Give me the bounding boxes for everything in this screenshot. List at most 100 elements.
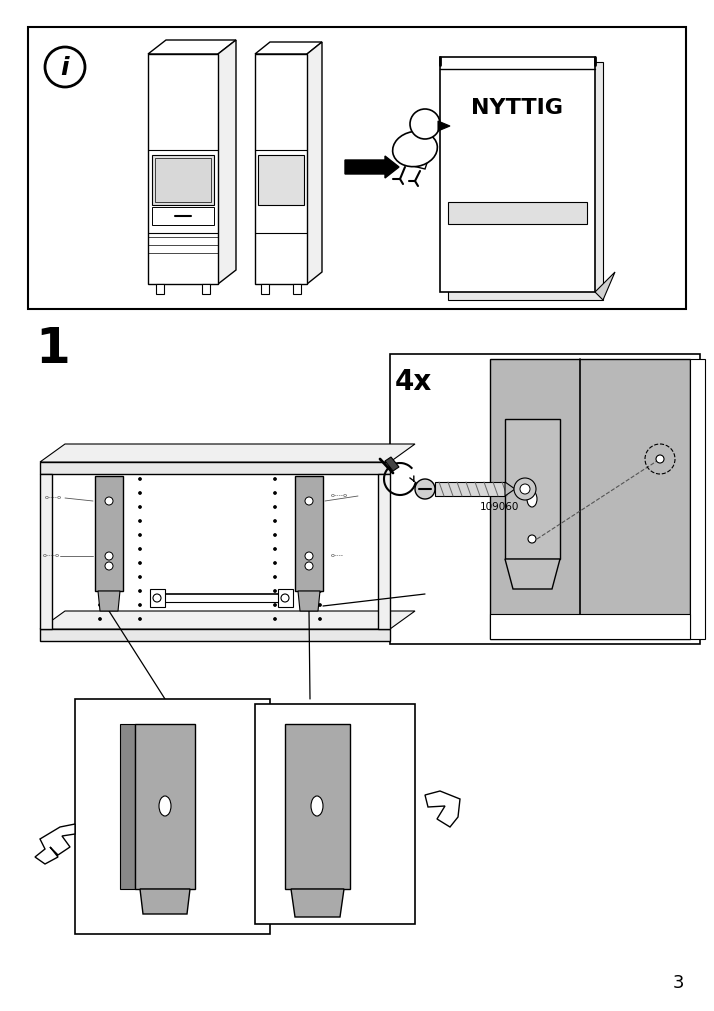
Circle shape <box>99 548 101 551</box>
Bar <box>40 630 390 641</box>
Bar <box>490 615 690 639</box>
Bar <box>202 285 210 295</box>
Circle shape <box>139 562 141 565</box>
Circle shape <box>105 562 113 570</box>
Polygon shape <box>505 559 560 589</box>
Circle shape <box>139 506 141 509</box>
Polygon shape <box>148 41 236 55</box>
Text: o----o: o----o <box>331 492 348 497</box>
Circle shape <box>305 552 313 560</box>
Circle shape <box>318 562 321 565</box>
Bar <box>155 159 211 203</box>
Bar <box>258 156 304 206</box>
Circle shape <box>318 506 321 509</box>
Polygon shape <box>298 591 320 612</box>
Circle shape <box>105 552 113 560</box>
Polygon shape <box>307 42 322 285</box>
Circle shape <box>99 520 101 523</box>
Bar <box>135 724 195 889</box>
Circle shape <box>139 492 141 495</box>
Bar <box>120 724 135 889</box>
Circle shape <box>318 520 321 523</box>
Polygon shape <box>255 42 322 55</box>
Circle shape <box>99 604 101 607</box>
Circle shape <box>318 548 321 551</box>
Circle shape <box>273 534 276 537</box>
Circle shape <box>139 604 141 607</box>
Text: i: i <box>61 56 69 80</box>
Circle shape <box>318 604 321 607</box>
Circle shape <box>99 576 101 579</box>
Polygon shape <box>40 612 415 630</box>
Polygon shape <box>595 273 615 300</box>
Circle shape <box>415 479 435 499</box>
Circle shape <box>273 576 276 579</box>
Text: o----: o---- <box>331 552 344 557</box>
Circle shape <box>139 589 141 592</box>
Bar <box>285 724 350 889</box>
Circle shape <box>99 618 101 621</box>
Circle shape <box>99 492 101 495</box>
Bar <box>690 360 705 639</box>
Bar <box>255 705 415 924</box>
Bar <box>293 285 301 295</box>
Circle shape <box>99 506 101 509</box>
Polygon shape <box>438 122 450 131</box>
Ellipse shape <box>527 491 537 508</box>
Bar <box>490 360 690 639</box>
Bar <box>150 589 165 608</box>
Circle shape <box>273 589 276 592</box>
Bar <box>448 203 587 224</box>
Circle shape <box>273 604 276 607</box>
Bar <box>152 156 214 206</box>
Polygon shape <box>448 63 603 300</box>
Circle shape <box>273 548 276 551</box>
Ellipse shape <box>393 132 438 168</box>
Text: NYTTIG: NYTTIG <box>471 98 563 118</box>
Bar <box>390 355 700 644</box>
Bar <box>255 55 307 285</box>
Circle shape <box>99 589 101 592</box>
Polygon shape <box>425 792 460 827</box>
Polygon shape <box>35 824 75 864</box>
Polygon shape <box>291 889 344 917</box>
Circle shape <box>45 48 85 88</box>
Circle shape <box>318 618 321 621</box>
Ellipse shape <box>311 797 323 816</box>
Bar <box>278 589 293 608</box>
Circle shape <box>514 478 536 500</box>
Circle shape <box>305 497 313 506</box>
Bar <box>378 474 390 630</box>
Bar <box>40 474 52 630</box>
Bar <box>40 463 390 474</box>
Circle shape <box>99 534 101 537</box>
Circle shape <box>273 562 276 565</box>
Circle shape <box>99 478 101 481</box>
Bar <box>75 700 270 934</box>
Polygon shape <box>385 458 399 471</box>
Bar <box>295 476 323 591</box>
Bar <box>261 285 269 295</box>
Circle shape <box>656 456 664 463</box>
Circle shape <box>99 562 101 565</box>
Bar <box>156 285 164 295</box>
Circle shape <box>273 506 276 509</box>
Circle shape <box>139 534 141 537</box>
Circle shape <box>273 618 276 621</box>
Circle shape <box>139 576 141 579</box>
Polygon shape <box>140 889 190 914</box>
Circle shape <box>520 484 530 494</box>
Polygon shape <box>218 41 236 285</box>
Circle shape <box>273 520 276 523</box>
Polygon shape <box>98 591 120 612</box>
Bar <box>28 28 686 309</box>
Circle shape <box>305 562 313 570</box>
Circle shape <box>318 589 321 592</box>
Bar <box>152 208 214 225</box>
Text: o----o: o----o <box>45 494 62 499</box>
Text: 1: 1 <box>35 325 70 373</box>
Bar <box>95 476 123 591</box>
Circle shape <box>318 576 321 579</box>
Circle shape <box>139 520 141 523</box>
Text: 4x: 4x <box>395 368 432 395</box>
